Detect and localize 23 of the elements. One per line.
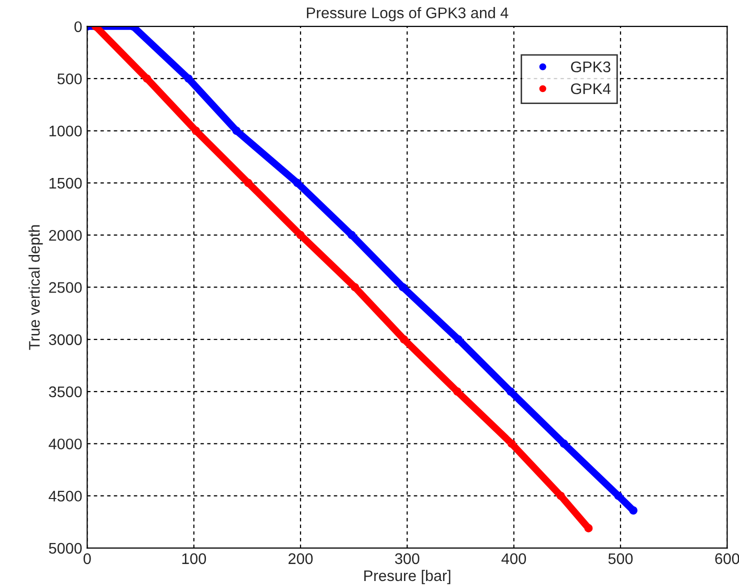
y-tick-label: 4000 (48, 438, 82, 450)
y-tick-label: 3500 (48, 386, 82, 398)
x-tick-label: 100 (182, 553, 206, 564)
x-axis-title: Presure [bar] (364, 570, 450, 584)
x-tick-label: 0 (84, 553, 91, 564)
y-tick-label: 5000 (48, 542, 82, 554)
y-tick-label: 1500 (50, 178, 82, 189)
y-tick-label: 500 (57, 73, 82, 84)
x-tick-label: 200 (288, 553, 313, 564)
y-tick-label: 4500 (48, 490, 82, 502)
y-tick-label: 2500 (49, 282, 82, 293)
y-axis-title: True vertical depth (28, 225, 43, 350)
x-tick-label: 500 (608, 553, 633, 564)
chart-title: Pressure Logs of GPK3 and 4 (306, 7, 508, 22)
legend-label: GPK4 (571, 83, 611, 94)
x-tick-label: 300 (395, 553, 420, 564)
legend-label: GPK3 (571, 61, 610, 72)
y-tick-label: 0 (74, 21, 82, 32)
y-tick-label: 3000 (48, 334, 82, 346)
y-tick-label: 2000 (49, 230, 82, 241)
x-tick-label: 400 (501, 553, 526, 564)
x-tick-label: 600 (715, 553, 739, 564)
y-tick-label: 1000 (50, 126, 82, 136)
